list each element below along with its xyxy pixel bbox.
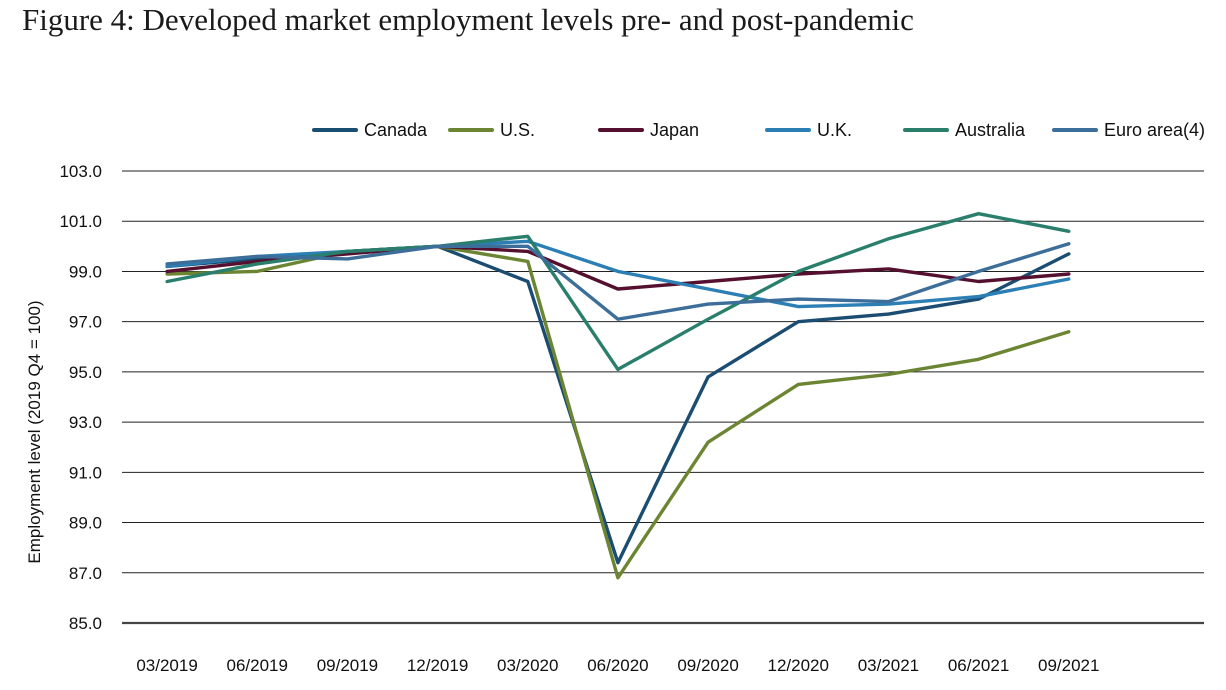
y-tick-label: 101.0 — [59, 212, 102, 231]
legend: Canada U.S. Japan U.K. Australia Euro area(4) — [312, 120, 1205, 140]
legend-label: Japan — [650, 120, 699, 140]
series-line-canada — [165, 244, 1071, 565]
x-tick-label: 03/2020 — [497, 656, 558, 675]
y-tick-label: 87.0 — [69, 564, 102, 583]
y-tick-label: 103.0 — [59, 162, 102, 181]
legend-label: Canada — [364, 120, 428, 140]
y-tick-label: 99.0 — [69, 262, 102, 281]
y-tick-label: 95.0 — [69, 363, 102, 382]
series-line-australia — [165, 211, 1071, 372]
gridlines — [122, 170, 1204, 625]
series-line-u-s — [165, 244, 1071, 580]
legend-label: U.K. — [817, 120, 852, 140]
x-tick-label: 09/2019 — [317, 656, 378, 675]
y-tick-label: 85.0 — [69, 614, 102, 633]
y-tick-label: 97.0 — [69, 313, 102, 332]
x-tick-label: 09/2020 — [677, 656, 738, 675]
legend-label: Australia — [955, 120, 1026, 140]
y-tick-label: 89.0 — [69, 514, 102, 533]
series-line-u-k — [165, 239, 1071, 309]
legend-label: Euro area(4) — [1104, 120, 1205, 140]
y-axis-label: Employment level (2019 Q4 = 100) — [25, 300, 44, 563]
y-tick-label: 93.0 — [69, 413, 102, 432]
x-tick-label: 03/2021 — [858, 656, 919, 675]
x-tick-label: 12/2019 — [407, 656, 468, 675]
series-lines — [165, 211, 1071, 580]
y-axis-ticks: 103.0 101.0 99.0 97.0 95.0 93.0 91.0 89.0 87.0 85… — [59, 162, 102, 633]
x-tick-label: 03/2019 — [136, 656, 197, 675]
legend-label: U.S. — [500, 120, 535, 140]
chart-title: Figure 4: Developed market employment le… — [22, 2, 914, 37]
series-line-euro-area-4 — [165, 242, 1071, 321]
x-tick-label: 06/2020 — [587, 656, 648, 675]
x-tick-label: 12/2020 — [768, 656, 829, 675]
x-tick-label: 06/2021 — [948, 656, 1009, 675]
y-tick-label: 91.0 — [69, 463, 102, 482]
x-axis-ticks: 03/2019 06/2019 09/2019 12/2019 03/2020 06/20… — [136, 656, 1099, 675]
x-tick-label: 06/2019 — [227, 656, 288, 675]
x-tick-label: 09/2021 — [1038, 656, 1099, 675]
